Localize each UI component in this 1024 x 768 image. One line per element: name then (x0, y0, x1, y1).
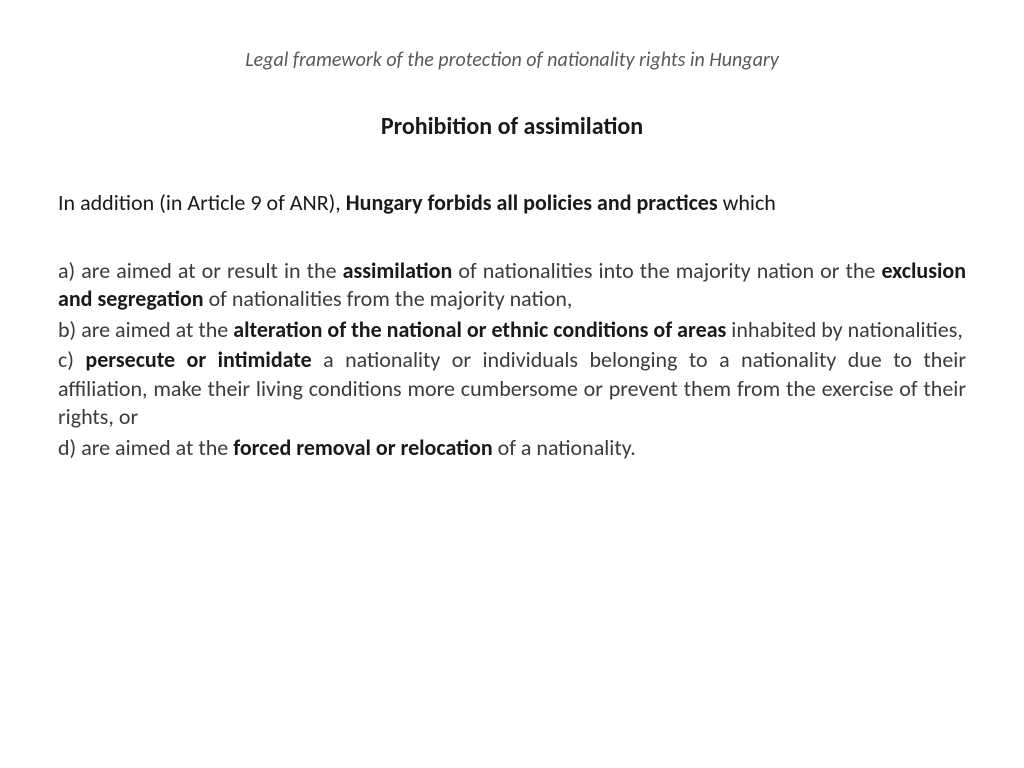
item-b-post: inhabited by nationalities, (726, 316, 963, 343)
item-d-bold1: forced removal or relocation (233, 434, 492, 461)
item-c-bold1: persecute or intimidate (85, 346, 311, 373)
section-title: Prohibition of assimilation (58, 112, 966, 141)
item-a-mid: of nationalities into the majority natio… (452, 257, 881, 284)
item-a-post: of nationalities from the majority natio… (204, 285, 573, 312)
item-a-pre: a) are aimed at or result in the (58, 257, 343, 284)
item-d-post: of a nationality. (493, 434, 636, 461)
list-item-b: b) are aimed at the alteration of the na… (58, 316, 966, 345)
item-b-pre: b) are aimed at the (58, 316, 233, 343)
list-item-a: a) are aimed at or result in the assimil… (58, 257, 966, 314)
item-d-pre: d) are aimed at the (58, 434, 233, 461)
item-c-pre: c) (58, 346, 85, 373)
intro-paragraph: In addition (in Article 9 of ANR), Hunga… (58, 189, 966, 217)
intro-text-pre: In addition (in Article 9 of ANR), (58, 189, 346, 216)
item-a-bold1: assimilation (343, 257, 453, 284)
list-item-c: c) persecute or intimidate a nationality… (58, 346, 966, 432)
intro-text-bold: Hungary forbids all policies and practic… (346, 189, 718, 216)
item-b-bold1: alteration of the national or ethnic con… (233, 316, 726, 343)
page-header: Legal framework of the protection of nat… (58, 48, 966, 72)
list-item-d: d) are aimed at the forced removal or re… (58, 434, 966, 463)
intro-text-post: which (718, 189, 776, 216)
